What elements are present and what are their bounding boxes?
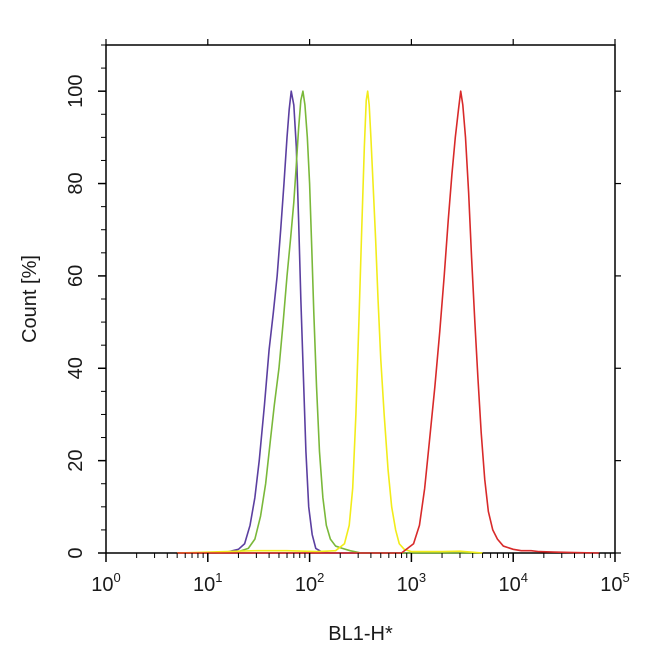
x-tick-base: 10 xyxy=(397,574,419,596)
x-axis-title: BL1-H* xyxy=(328,623,393,645)
x-tick-exponent: 1 xyxy=(215,570,222,585)
x-tick-exponent: 4 xyxy=(521,570,528,585)
x-tick-base: 10 xyxy=(193,574,215,596)
x-tick-label: 101 xyxy=(193,570,222,596)
plot-border xyxy=(105,44,616,554)
histogram-series-1 xyxy=(177,90,483,554)
x-tick-label: 104 xyxy=(498,570,527,596)
series-layer xyxy=(177,90,600,554)
y-axis-title: Count [%] xyxy=(19,255,41,343)
x-tick-label: 103 xyxy=(397,570,426,596)
x-tick-exponent: 3 xyxy=(419,570,426,585)
x-tick-exponent: 5 xyxy=(623,570,630,585)
y-axis: 0 20 40 60 80 100 xyxy=(65,44,621,559)
y-tick-label: 40 xyxy=(65,357,87,379)
x-tick-exponent: 0 xyxy=(114,570,121,585)
y-tick-label: 100 xyxy=(65,74,87,107)
plot-area xyxy=(105,44,616,554)
y-tick-label: 20 xyxy=(65,450,87,472)
histogram-series-3 xyxy=(177,90,483,554)
x-tick-base: 10 xyxy=(600,574,622,596)
x-tick-base: 10 xyxy=(295,574,317,596)
x-tick-label: 102 xyxy=(295,570,324,596)
x-axis: 100 101 102 103 104 105 xyxy=(91,39,630,596)
y-tick-label: 60 xyxy=(65,265,87,287)
x-tick-label: 100 xyxy=(91,570,120,596)
histogram-series-4 xyxy=(177,90,600,554)
y-tick-label: 80 xyxy=(65,172,87,194)
x-tick-exponent: 2 xyxy=(317,570,324,585)
y-tick-label: 0 xyxy=(65,547,87,558)
x-tick-base: 10 xyxy=(498,574,520,596)
histogram-series-2 xyxy=(177,90,483,554)
x-tick-label: 105 xyxy=(600,570,629,596)
x-tick-base: 10 xyxy=(91,574,113,596)
